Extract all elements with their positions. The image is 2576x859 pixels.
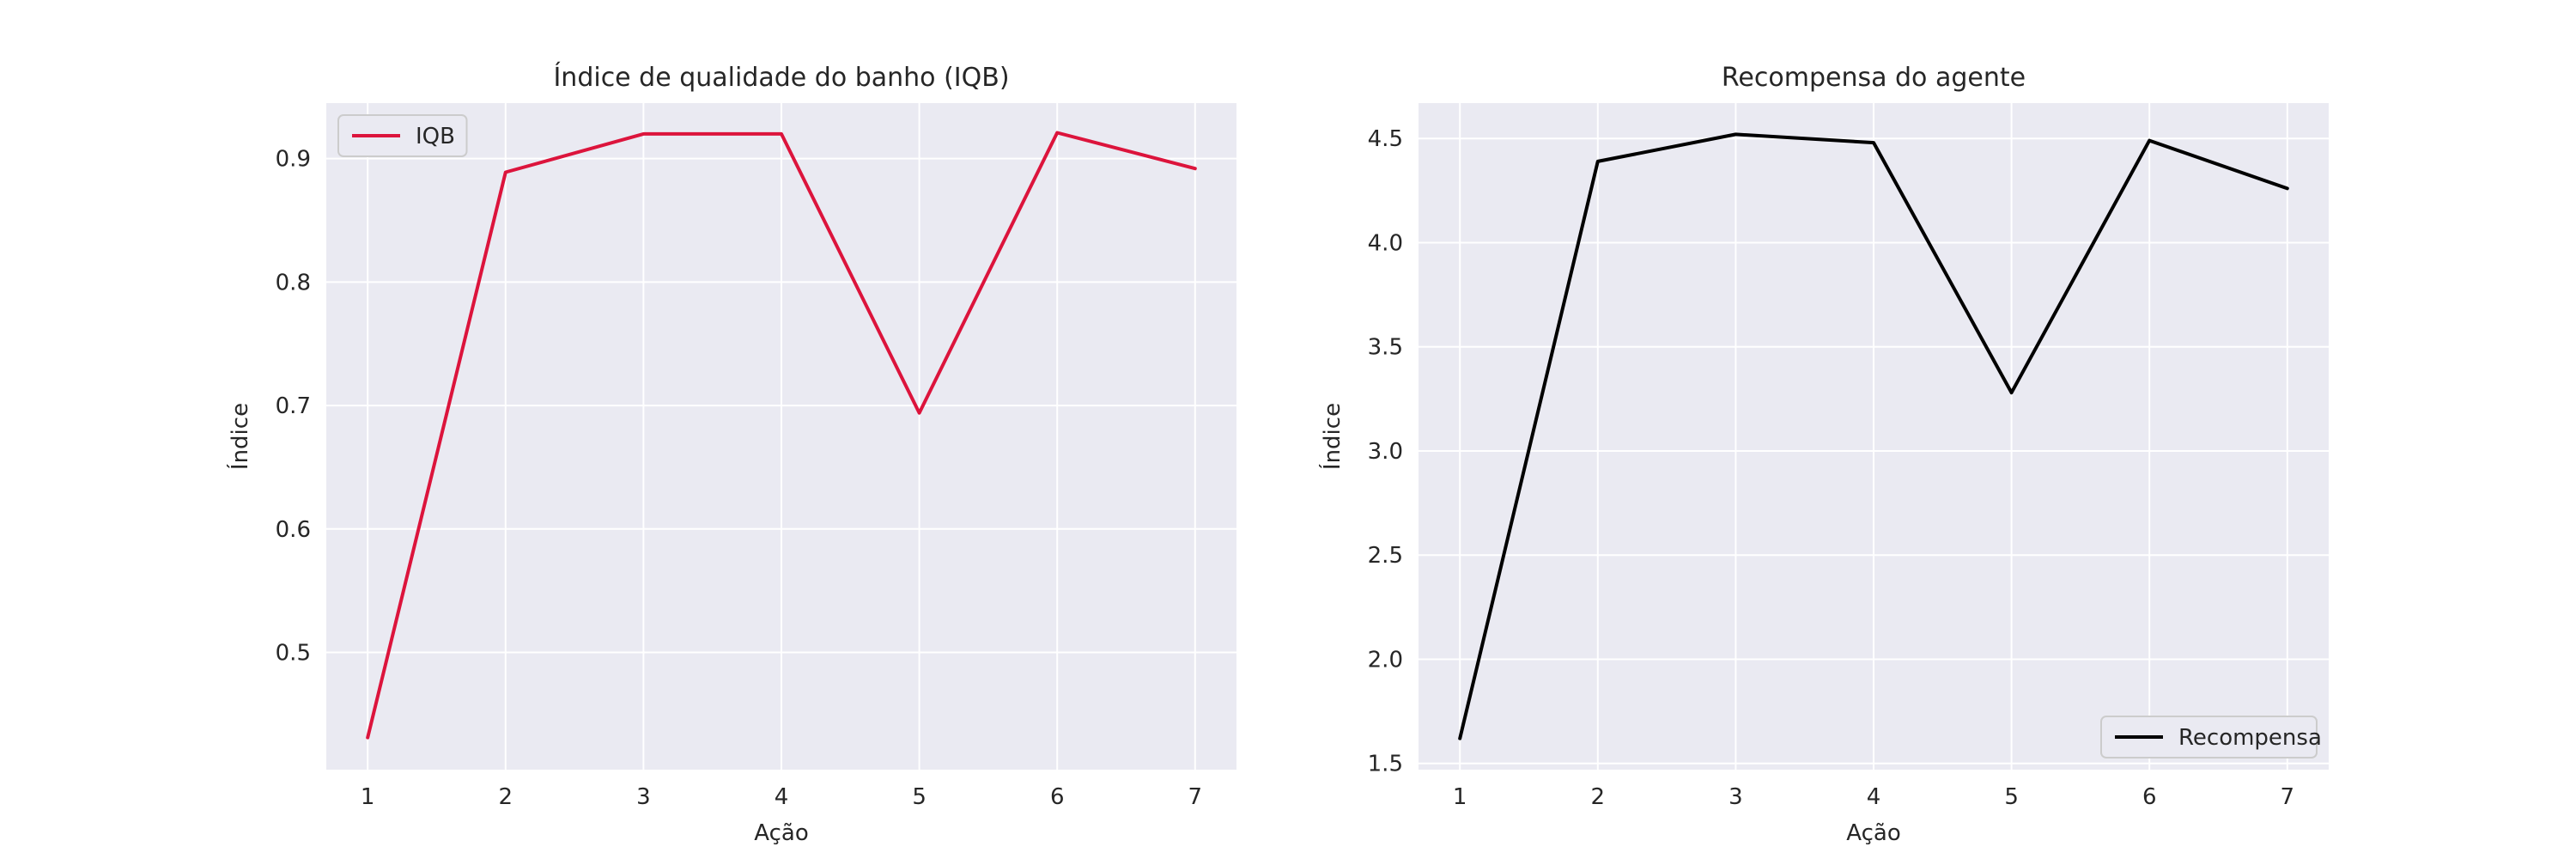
series-lines [366,131,1197,740]
y-tick-label: 0.6 [276,517,311,543]
y-tick-label: 4.5 [1368,126,1403,152]
y-tick-label: 2.5 [1368,543,1403,569]
x-tick-label: 6 [1050,784,1065,810]
legend-box [2100,716,2318,758]
legend-box [337,114,468,157]
y-tick-label: 0.9 [276,147,311,173]
x-axis-label: Ação [1846,820,1900,846]
y-tick-label: 4.0 [1368,230,1403,256]
x-tick-label: 2 [499,784,513,810]
series-lines [1458,132,2289,740]
x-tick-label: 4 [775,784,789,810]
y-axis-label: Índice [226,403,253,470]
x-tick-label: 4 [1867,784,1881,810]
x-tick-label: 2 [1591,784,1606,810]
x-tick-label: 7 [1188,784,1203,810]
y-tick-label: 1.5 [1368,752,1403,777]
y-tick-label: 0.5 [276,640,311,666]
series-line [1458,132,2289,740]
x-tick-label: 1 [361,784,375,810]
chart-iqb: 1 2 3 4 5 6 7 0.5 0.6 0.7 0.8 0.9 Índice de qualida… [226,62,1236,846]
tick-labels: 1 2 3 4 5 6 7 0.5 0.6 0.7 0.8 0.9 [276,147,1202,810]
chart-recompensa: 1 2 3 4 5 6 7 1.5 2.0 2.5 3.0 3.5 4.0 4.5 Recompensa … [1318,63,2329,846]
chart-title: Recompensa do agente [1722,63,2026,93]
series-line [366,131,1197,740]
y-tick-label: 2.0 [1368,647,1403,673]
x-axis-label: Ação [754,820,808,846]
grid [326,103,1236,770]
legend-entry: Recompensa [2178,725,2322,751]
grid [1419,103,2329,770]
legend: Recompensa [2100,716,2322,758]
x-tick-label: 3 [636,784,651,810]
x-tick-label: 6 [2142,784,2157,810]
chart-title: Índice de qualidade do banho (IQB) [553,62,1009,93]
legend: IQB [337,114,468,157]
x-tick-label: 7 [2281,784,2295,810]
tick-labels: 1 2 3 4 5 6 7 1.5 2.0 2.5 3.0 3.5 4.0 4.5 [1368,126,2294,810]
y-tick-label: 3.5 [1368,335,1403,361]
x-tick-label: 1 [1453,784,1467,810]
x-tick-label: 3 [1728,784,1743,810]
x-tick-label: 5 [2004,784,2019,810]
y-tick-label: 0.8 [276,270,311,295]
y-tick-label: 0.7 [276,393,311,419]
y-tick-label: 3.0 [1368,439,1403,465]
y-axis-label: Índice [1318,403,1346,470]
legend-entry: IQB [416,124,455,149]
x-tick-label: 5 [912,784,927,810]
